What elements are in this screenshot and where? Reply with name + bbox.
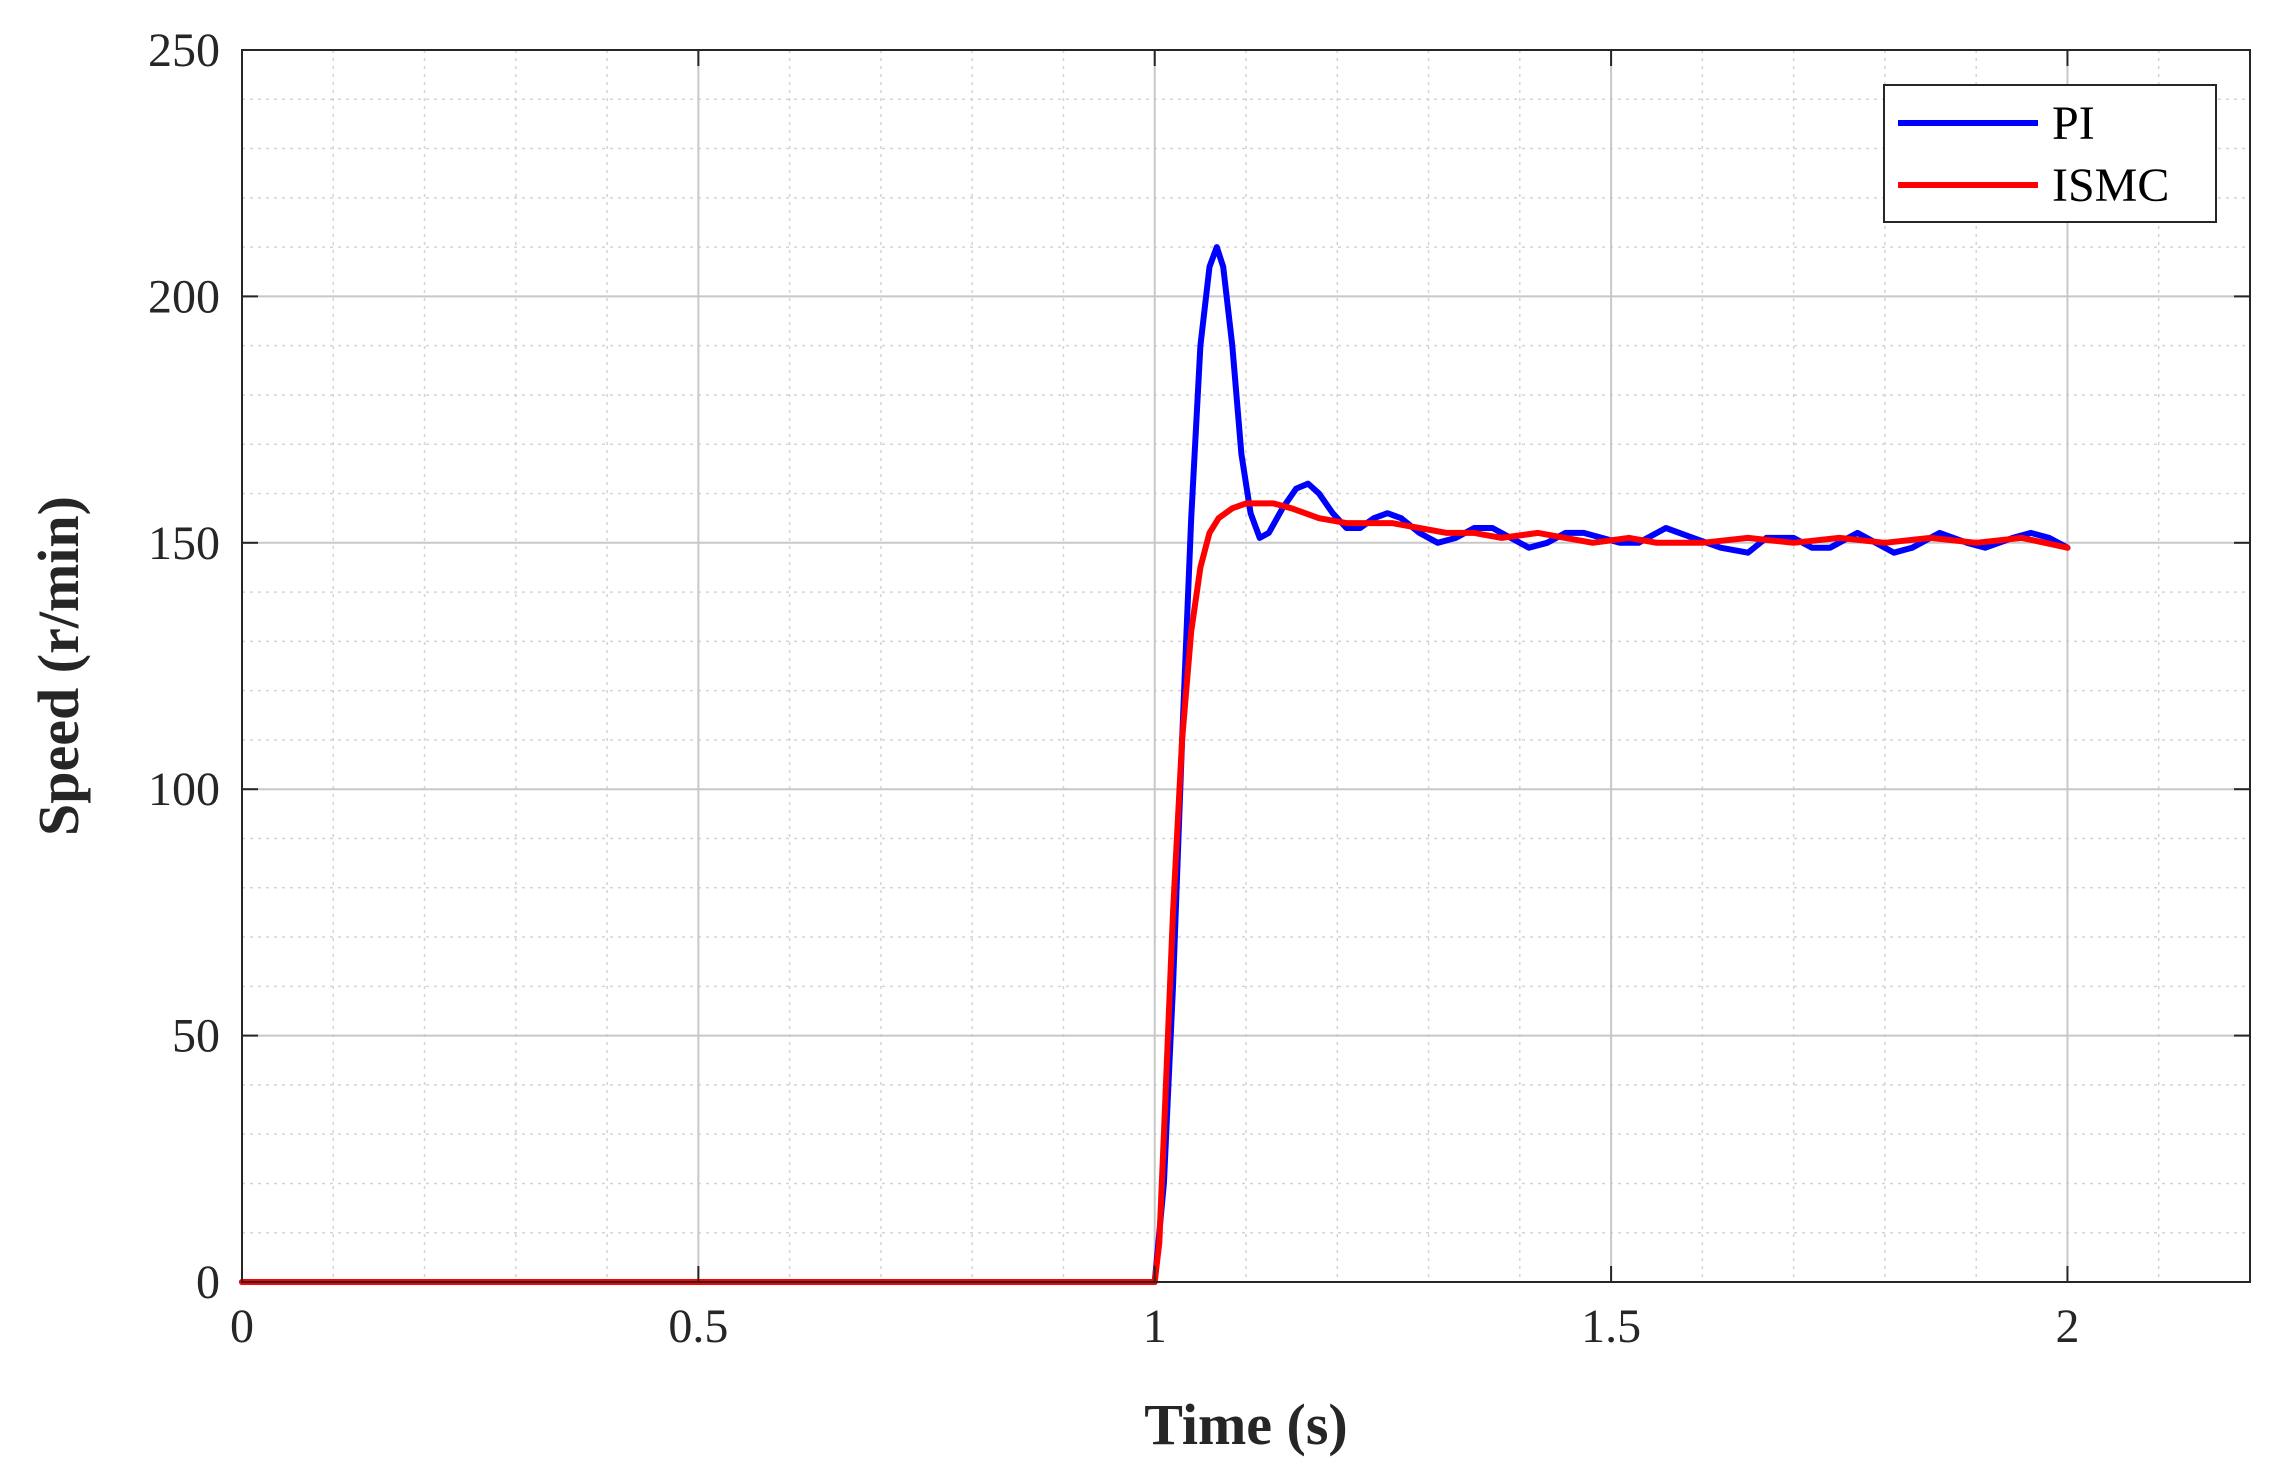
y-tick-label: 150 [148, 517, 220, 570]
x-tick-label: 0.5 [668, 1300, 728, 1353]
y-tick-label: 200 [148, 270, 220, 323]
y-tick-label: 0 [196, 1256, 220, 1309]
x-tick-label: 1 [1143, 1300, 1167, 1353]
series-line-ismc [239, 500, 2071, 1285]
x-tick-label: 1.5 [1581, 1300, 1641, 1353]
y-tick-label: 250 [148, 24, 220, 77]
legend-box [1883, 84, 2217, 223]
y-tick-label: 50 [172, 1010, 220, 1063]
legend-label-pi: PI [2052, 97, 2095, 150]
y-axis-label: Speed (r/min) [26, 496, 91, 836]
plot-frame [241, 49, 2251, 1283]
x-axis-label: Time (s) [1144, 1392, 1348, 1457]
x-tick-label: 0 [230, 1300, 254, 1353]
x-tick-label: 2 [2055, 1300, 2079, 1353]
y-tick-label: 100 [148, 763, 220, 816]
axis-tick-labels: 0 0.5 1 1.5 2 0 50 100 150 200 250 [148, 24, 2079, 1353]
legend-label-ismc: ISMC [2052, 159, 2169, 212]
axis-ticks [241, 49, 2250, 1283]
series-layer [239, 244, 2071, 1285]
legend: PI ISMC [1883, 84, 2217, 223]
